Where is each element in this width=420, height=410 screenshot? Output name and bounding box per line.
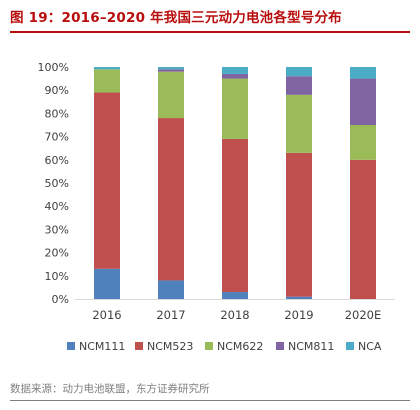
bar-segment-ncm523 [94,92,120,269]
x-tick-label: 2018 [220,308,249,322]
bar-segment-ncm523 [222,138,248,293]
y-tick-label: 60% [45,154,69,167]
legend-item: NCM811 [276,340,334,353]
x-tick-label: 2017 [156,308,185,322]
bar-segment-ncm523 [158,118,184,281]
bar-segment-ncm811 [222,73,248,79]
legend-label: NCM622 [217,340,263,353]
figure-title: 图 19：2016–2020 年我国三元动力电池各型号分布 [10,10,342,26]
y-tick-label: 80% [45,107,69,120]
bar-segment-nca [286,67,312,77]
bar-segment-ncm622 [350,125,376,160]
legend-swatch [276,342,284,350]
bar-segment-nca [222,67,248,74]
legend-swatch [67,342,75,350]
bar-segment-ncm622 [222,78,248,139]
legend-swatch [205,342,213,350]
y-tick-label: 100% [38,61,69,74]
legend-label: NCA [358,340,382,353]
source-note: 数据来源：动力电池联盟，东方证券研究所 [10,383,210,395]
y-tick-label: 20% [45,247,69,260]
y-tick-label: 0% [52,293,69,306]
legend-label: NCM111 [79,340,125,353]
bar-segment-ncm523 [286,152,312,297]
legend-item: NCM622 [205,340,263,353]
bar-segment-ncm622 [286,94,312,153]
y-tick-label: 70% [45,131,69,144]
legend-item: NCM111 [67,340,125,353]
x-tick-label: 2016 [92,308,121,322]
x-tick-label: 2019 [284,308,313,322]
legend-label: NCM523 [147,340,193,353]
bar-segment-nca [158,67,184,70]
y-tick-label: 40% [45,200,69,213]
legend-item: NCM523 [135,340,193,353]
title-underline [10,31,410,33]
bar-segment-ncm111 [158,280,184,299]
legend-swatch [346,342,354,350]
bar-segment-ncm622 [94,69,120,93]
bar-segment-nca [94,67,120,70]
y-tick-label: 50% [45,177,69,190]
y-tick-label: 90% [45,84,69,97]
bar-segment-nca [350,67,376,79]
y-tick-label: 30% [45,223,69,236]
bar-segment-ncm111 [94,268,120,299]
bar-segment-ncm111 [222,292,248,299]
legend-label: NCM811 [288,340,334,353]
footer-rule [10,400,410,401]
x-tick-label: 2020E [345,308,382,322]
legend-swatch [135,342,143,350]
bar-segment-ncm811 [350,78,376,125]
bar-segment-ncm111 [286,296,312,299]
bar-segment-ncm811 [286,76,312,95]
legend-item: NCA [346,340,382,353]
bar-segment-ncm622 [158,71,184,119]
bar-segment-ncm811 [158,69,184,72]
y-tick-label: 10% [45,270,69,283]
bar-segment-ncm523 [350,159,376,299]
